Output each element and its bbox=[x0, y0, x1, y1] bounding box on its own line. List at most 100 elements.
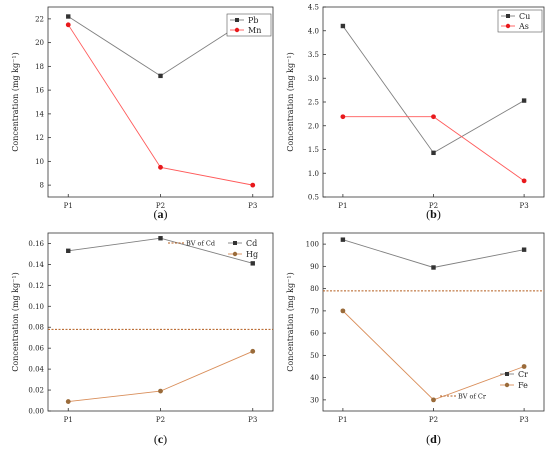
data-point-hg bbox=[65, 399, 71, 404]
data-point-fe bbox=[431, 397, 436, 403]
y-tick-label: 1.0 bbox=[308, 170, 319, 178]
legend-marker bbox=[506, 14, 510, 18]
data-point-fe bbox=[521, 364, 527, 369]
y-tick-label: 0.16 bbox=[28, 240, 44, 248]
y-tick-label: 14 bbox=[35, 110, 44, 118]
data-point-pb bbox=[158, 73, 163, 79]
chart-panel-b: 0.5 1.0 1.5 2.0 2.5 3.0 3.5 4.0 4.5 P1 P2 P3 Concent… bbox=[286, 4, 545, 221]
x-tick-label: P3 bbox=[520, 416, 529, 424]
plot-frame bbox=[322, 6, 545, 198]
data-point-pb bbox=[66, 14, 71, 19]
chart-panel-d: 30 40 50 60 70 80 90 100 P1 P2 P3 Concentration (mg… bbox=[286, 232, 545, 446]
y-tick-label: 0.08 bbox=[28, 324, 44, 332]
legend-label-reference: BV of Cr bbox=[458, 393, 487, 401]
data-point-cd bbox=[66, 248, 71, 253]
legend: BV of Cd Cd Hg bbox=[168, 239, 258, 259]
x-tick-label: P1 bbox=[338, 416, 347, 424]
y-tick-label: 20 bbox=[35, 39, 44, 47]
plot-frame bbox=[322, 232, 545, 412]
y-tick-label: 3.5 bbox=[308, 51, 319, 59]
data-point-hg bbox=[250, 348, 256, 354]
legend-label-cu: Cu bbox=[519, 12, 530, 21]
panel-caption: (b) bbox=[426, 207, 441, 221]
data-point-mn bbox=[65, 22, 71, 28]
y-tick-label: 2.5 bbox=[308, 99, 319, 107]
data-point-cr bbox=[431, 265, 436, 270]
y-tick-label: 16 bbox=[35, 87, 44, 95]
y-tick-label: 0.06 bbox=[28, 345, 44, 353]
y-tick-label: 80 bbox=[310, 285, 319, 293]
series-line-as bbox=[342, 116, 525, 182]
y-tick-label: 60 bbox=[310, 330, 319, 338]
legend-marker bbox=[235, 18, 239, 22]
data-point-hg bbox=[158, 388, 163, 394]
y-tick-label: 90 bbox=[310, 263, 319, 271]
data-point-cd bbox=[250, 261, 255, 266]
y-tick-label: 50 bbox=[310, 352, 319, 360]
y-tick-label: 3.0 bbox=[308, 75, 319, 83]
y-axis-label: Concentration (mg kg⁻¹) bbox=[11, 52, 20, 151]
legend-label-cr: Cr bbox=[518, 370, 528, 379]
legend: Cr Fe BV of Cr bbox=[440, 370, 528, 401]
y-tick-label: 1.5 bbox=[308, 146, 319, 154]
y-tick-label: 40 bbox=[310, 374, 319, 382]
x-tick-label: P2 bbox=[429, 416, 438, 424]
y-tick-label: 0.00 bbox=[28, 408, 44, 416]
legend-label-cd: Cd bbox=[246, 239, 257, 248]
x-tick-label: P1 bbox=[64, 416, 73, 424]
y-tick-label: 0.04 bbox=[28, 366, 44, 374]
data-point-mn bbox=[158, 164, 163, 170]
y-tick-label: 0.10 bbox=[28, 303, 44, 311]
data-point-cu bbox=[340, 23, 346, 29]
y-tick-label: 22 bbox=[35, 15, 44, 23]
legend-label-hg: Hg bbox=[246, 250, 258, 259]
x-tick-label: P3 bbox=[520, 202, 529, 210]
y-tick-label: 10 bbox=[35, 158, 44, 166]
chart-panel-c: 0.00 0.02 0.04 0.06 0.08 0.10 0.12 0.14 0.16 P1 P2… bbox=[11, 232, 274, 446]
panel-caption: (d) bbox=[426, 432, 441, 446]
y-tick-label: 8 bbox=[40, 182, 44, 190]
data-point-cr bbox=[521, 247, 527, 252]
series-line-hg bbox=[68, 350, 253, 403]
legend-marker bbox=[505, 23, 511, 29]
y-tick-label: 18 bbox=[35, 63, 44, 71]
y-tick-label: 12 bbox=[35, 134, 44, 142]
x-tick-label: P3 bbox=[248, 202, 257, 210]
data-point-cu bbox=[431, 150, 436, 156]
y-tick-label: 0.02 bbox=[28, 387, 44, 395]
panel-caption: (c) bbox=[154, 432, 167, 446]
x-tick-label: P2 bbox=[429, 202, 438, 210]
panel-caption: (a) bbox=[154, 207, 168, 221]
legend-marker bbox=[232, 251, 238, 257]
data-point-as bbox=[340, 114, 346, 120]
data-point-as bbox=[431, 114, 436, 120]
legend-label-pb: Pb bbox=[248, 16, 259, 25]
series-line-cr bbox=[342, 239, 525, 268]
y-tick-label: 2.0 bbox=[308, 122, 319, 130]
x-tick-label: P2 bbox=[156, 416, 165, 424]
series-line-cd bbox=[68, 237, 253, 264]
y-axis-label: Concentration (mg kg⁻¹) bbox=[11, 272, 20, 371]
data-point-fe bbox=[340, 308, 346, 314]
y-tick-label: 0.14 bbox=[28, 261, 44, 269]
legend-marker bbox=[505, 372, 509, 376]
chart-panel-a: 8 10 12 14 16 18 20 22 P1 P2 P3 Concentration (mg k… bbox=[11, 6, 274, 221]
y-tick-label: 100 bbox=[306, 241, 319, 249]
series-line-mn bbox=[67, 24, 253, 186]
y-tick-label: 4.5 bbox=[308, 4, 319, 12]
y-axis-label: Concentration (mg kg⁻¹) bbox=[286, 272, 295, 371]
y-tick-label: 0.5 bbox=[308, 194, 319, 202]
data-point-cr bbox=[340, 237, 346, 242]
legend-label-mn: Mn bbox=[248, 26, 261, 35]
x-tick-label: P1 bbox=[338, 202, 347, 210]
y-tick-label: 30 bbox=[310, 396, 319, 404]
legend-marker bbox=[233, 241, 237, 245]
y-tick-label: 70 bbox=[310, 307, 319, 315]
data-point-as bbox=[521, 178, 527, 184]
x-tick-label: P2 bbox=[156, 202, 165, 210]
x-tick-label: P3 bbox=[248, 416, 257, 424]
legend-label-reference: BV of Cd bbox=[186, 240, 215, 248]
